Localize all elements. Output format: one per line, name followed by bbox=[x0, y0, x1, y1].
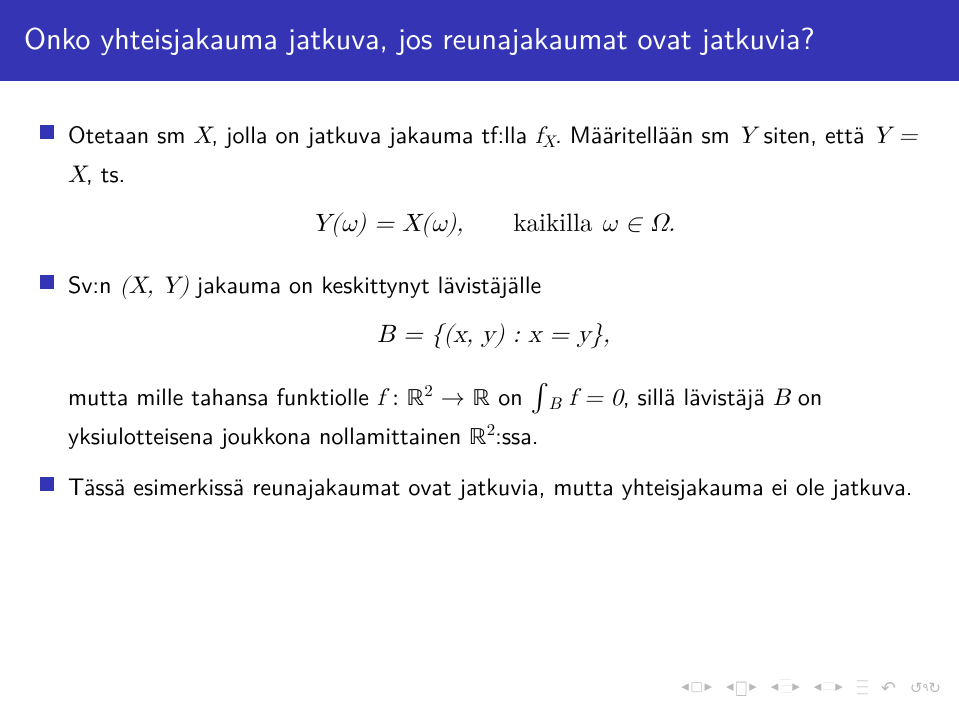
text: on bbox=[490, 378, 530, 413]
doc-icon: □ bbox=[736, 675, 748, 700]
math-R: ℝ bbox=[407, 387, 425, 411]
math-colon: : bbox=[384, 386, 407, 410]
play-icon: ▸ bbox=[835, 677, 843, 696]
math-R: ℝ bbox=[469, 426, 487, 450]
math: B bbox=[773, 386, 790, 410]
square-bullet-icon bbox=[40, 275, 54, 289]
display-math: B = {(x, y) : x = y}, bbox=[68, 317, 919, 353]
text: , ts. bbox=[86, 155, 125, 190]
math-sub: B bbox=[549, 396, 561, 413]
nav-fourth[interactable]: ◂ —— ▸ bbox=[814, 677, 843, 696]
bars-icon: ——— bbox=[780, 677, 790, 695]
math: X bbox=[193, 124, 211, 148]
math-right: ω ∈ Ω. bbox=[601, 211, 675, 236]
text: jakauma on keskittynyt lävistäjälle bbox=[189, 266, 541, 301]
nav-loop[interactable]: ↺۹↻ bbox=[910, 675, 941, 698]
math-R: ℝ bbox=[473, 387, 491, 411]
play-icon: ▸ bbox=[704, 677, 712, 696]
text: siten, että bbox=[756, 116, 873, 151]
nav-third[interactable]: ◂ ——— ▸ bbox=[771, 677, 800, 696]
bars-icon[interactable]: ——— bbox=[857, 677, 867, 695]
back-icon: ◂ bbox=[771, 677, 779, 696]
footer-nav: ◂ □ ▸ ◂ □ ▸ ◂ ——— ▸ ◂ —— ▸ ——— ↶ ↺۹↻ bbox=[681, 673, 941, 700]
back-icon: ◂ bbox=[814, 677, 822, 696]
math: Y bbox=[738, 124, 756, 148]
math-arrow: → bbox=[433, 386, 473, 410]
slide-title: Onko yhteisjakauma jatkuva, jos reunajak… bbox=[0, 0, 959, 81]
bullet-item: Otetaan sm X, jolla on jatkuva jakauma t… bbox=[40, 117, 919, 243]
loop-right-icon: ↻ bbox=[928, 676, 941, 698]
box-icon: □ bbox=[691, 678, 703, 696]
math-eq: f = 0 bbox=[561, 386, 623, 410]
text: Sv:n bbox=[68, 266, 119, 301]
play-icon: ▸ bbox=[749, 677, 757, 696]
back-icon: ◂ bbox=[726, 677, 734, 696]
math-sub: X bbox=[543, 134, 556, 151]
bullet-item: Tässä esimerkissä reunajakaumat ovat jat… bbox=[40, 469, 919, 504]
loop-left-icon: ↺ bbox=[910, 676, 923, 698]
bars-icon: —— bbox=[823, 680, 833, 692]
math-sup: 2 bbox=[424, 382, 432, 399]
integral-icon: ∫ bbox=[531, 384, 549, 411]
text: , sillä lävistäjä bbox=[623, 378, 773, 413]
undo-icon[interactable]: ↶ bbox=[881, 673, 896, 700]
math-sup: 2 bbox=[487, 421, 495, 438]
text: :ssa. bbox=[495, 417, 538, 452]
math: fX bbox=[535, 124, 555, 148]
text: . Määritellään sm bbox=[555, 116, 738, 151]
text: mutta mille tahansa funktiolle bbox=[68, 378, 377, 413]
play-icon: ▸ bbox=[792, 677, 800, 696]
text: Otetaan sm bbox=[68, 116, 193, 151]
math: ∫B f = 0 bbox=[531, 386, 623, 410]
text: Tässä esimerkissä reunajakaumat ovat jat… bbox=[68, 468, 912, 503]
nav-second[interactable]: ◂ □ ▸ bbox=[726, 677, 757, 696]
nav-first[interactable]: ◂ □ ▸ bbox=[681, 677, 712, 696]
display-math: Y(ω) = X(ω), kaikilla ω ∈ Ω. bbox=[68, 206, 919, 242]
slide-content: Otetaan sm X, jolla on jatkuva jakauma t… bbox=[0, 81, 959, 504]
math: (X, Y) bbox=[119, 274, 188, 298]
text: , jolla on jatkuva jakauma tf:lla bbox=[211, 116, 535, 151]
square-bullet-icon bbox=[40, 125, 54, 139]
math: f : ℝ2 → ℝ bbox=[377, 386, 490, 410]
math: ℝ2 bbox=[469, 425, 495, 449]
bullet-item: Sv:n (X, Y) jakauma on keskittynyt lävis… bbox=[40, 267, 919, 456]
text: kaikilla bbox=[513, 211, 601, 236]
math-left: Y(ω) = X(ω), bbox=[312, 211, 463, 236]
math: B = {(x, y) : x = y}, bbox=[377, 322, 610, 347]
math-f: f bbox=[535, 124, 542, 148]
back-icon: ◂ bbox=[681, 677, 689, 696]
title-text: Onko yhteisjakauma jatkuva, jos reunajak… bbox=[24, 15, 815, 59]
square-bullet-icon bbox=[40, 477, 54, 491]
slide: Onko yhteisjakauma jatkuva, jos reunajak… bbox=[0, 0, 959, 710]
